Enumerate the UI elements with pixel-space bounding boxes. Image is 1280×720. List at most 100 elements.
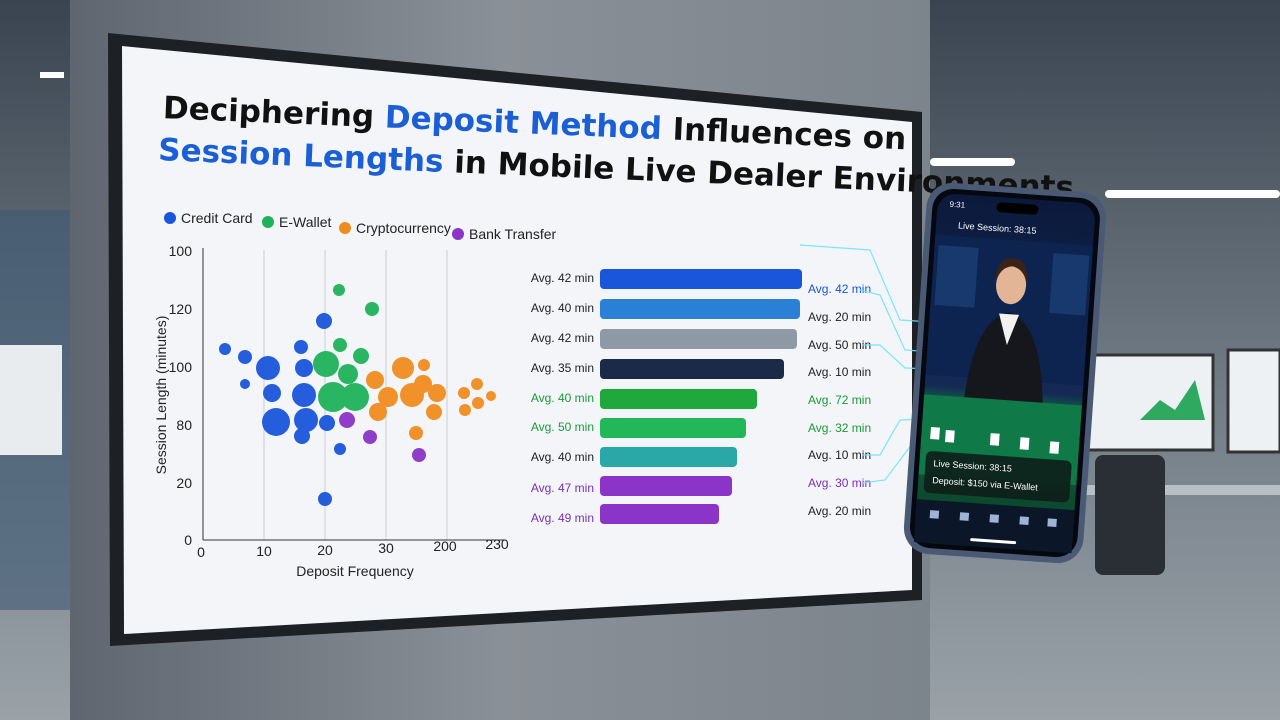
dealer-collar xyxy=(999,313,1020,346)
legend-swatch xyxy=(452,228,464,240)
y-tick-label: 80 xyxy=(176,417,192,433)
side-label: Avg. 32 min xyxy=(808,421,871,435)
home-indicator xyxy=(970,538,1017,545)
background-graph xyxy=(1140,380,1205,420)
bars xyxy=(600,269,802,524)
bubble xyxy=(339,412,355,428)
bar xyxy=(600,269,802,289)
bubble xyxy=(238,350,252,364)
legend-label: Bank Transfer xyxy=(469,226,556,242)
tab-icon xyxy=(959,512,970,521)
legend: Credit Card E-Wallet Cryptocurrency Bank… xyxy=(164,210,556,242)
bubble xyxy=(295,359,313,377)
card xyxy=(930,426,940,440)
bubble xyxy=(338,364,358,384)
bubble xyxy=(240,379,250,389)
tab-icon xyxy=(1047,518,1057,527)
bubble xyxy=(458,387,470,399)
side-label: Avg. 10 min xyxy=(808,365,871,379)
side-label: Avg. 30 min xyxy=(808,476,871,490)
backdrop-panel xyxy=(1049,253,1090,316)
bubbles xyxy=(219,284,496,506)
legend-label: Credit Card xyxy=(181,210,253,226)
y-tick-label: 0 xyxy=(184,532,192,548)
bubble xyxy=(486,391,496,401)
legend-swatch xyxy=(164,212,176,224)
bubble xyxy=(219,343,231,355)
chair xyxy=(1095,455,1165,575)
bar xyxy=(600,447,737,467)
background-monitor xyxy=(1226,348,1280,454)
bubble xyxy=(292,383,316,407)
bubble xyxy=(313,351,339,377)
tab-icon xyxy=(1019,516,1029,526)
bar xyxy=(600,418,746,438)
y-axis-label: Session Length (minutes) xyxy=(153,316,169,475)
bubble xyxy=(333,338,347,352)
legend-label: Cryptocurrency xyxy=(356,220,451,236)
y-tick-label: 100 xyxy=(169,243,193,259)
bubble xyxy=(472,397,484,409)
phone: 9:31 Live Session: 38:15 Live Session: 3… xyxy=(903,182,1106,564)
side-label: Avg. 72 min xyxy=(808,393,871,407)
bar xyxy=(600,504,719,524)
y-tick-label: 100 xyxy=(169,359,193,375)
bubble xyxy=(318,382,348,412)
bubble xyxy=(366,371,384,389)
side-label: Avg. 50 min xyxy=(808,338,871,352)
side-label: Avg. 20 min xyxy=(808,310,871,324)
tab-bar xyxy=(913,499,1075,554)
ceiling-light xyxy=(930,158,1015,166)
bubble xyxy=(263,384,281,402)
x-tick-label: 230 xyxy=(485,536,509,552)
bubble xyxy=(428,384,446,402)
bubble xyxy=(294,428,310,444)
bubble xyxy=(319,415,335,431)
bar-label: Avg. 35 min xyxy=(531,361,594,375)
y-tick-label: 20 xyxy=(176,475,192,491)
dealer-face xyxy=(996,266,1027,305)
backdrop-panel xyxy=(934,245,979,308)
bubble xyxy=(414,375,432,393)
tab-icon xyxy=(929,510,940,519)
bar-label: Avg. 40 min xyxy=(531,450,594,464)
legend-swatch xyxy=(339,222,351,234)
bubble xyxy=(256,356,280,380)
x-tick-label: 20 xyxy=(317,542,333,558)
bar xyxy=(600,329,797,349)
bar xyxy=(600,359,784,379)
bubble xyxy=(369,403,387,421)
y-tick-label: 120 xyxy=(169,301,193,317)
ceiling-light xyxy=(40,72,64,78)
x-axis-label: Deposit Frequency xyxy=(296,563,414,579)
x-tick-label: 30 xyxy=(378,540,394,556)
tab-icon xyxy=(989,514,1000,523)
bubble xyxy=(341,383,369,411)
bubble xyxy=(294,340,308,354)
bubble xyxy=(318,492,332,506)
card xyxy=(944,430,955,443)
bubble xyxy=(334,443,346,455)
bubble xyxy=(418,359,430,371)
bar xyxy=(600,299,800,319)
connector xyxy=(799,244,933,323)
bubble xyxy=(262,408,290,436)
bubble xyxy=(378,387,398,407)
bubble xyxy=(333,284,345,296)
bubble xyxy=(392,357,414,379)
phone-time: 9:31 xyxy=(949,200,966,210)
ceiling-light xyxy=(1105,190,1280,198)
card xyxy=(1049,441,1060,454)
bar-label: Avg. 49 min xyxy=(531,511,594,525)
card xyxy=(989,433,1000,446)
bubble xyxy=(426,404,442,420)
side-label: Avg. 20 min xyxy=(808,504,871,518)
side-label: Avg. 10 min xyxy=(808,448,871,462)
bar xyxy=(600,389,757,409)
bubble xyxy=(294,408,318,432)
bubble xyxy=(363,430,377,444)
bubble xyxy=(316,313,332,329)
dealer-hair xyxy=(995,258,1028,287)
bubble xyxy=(353,348,369,364)
